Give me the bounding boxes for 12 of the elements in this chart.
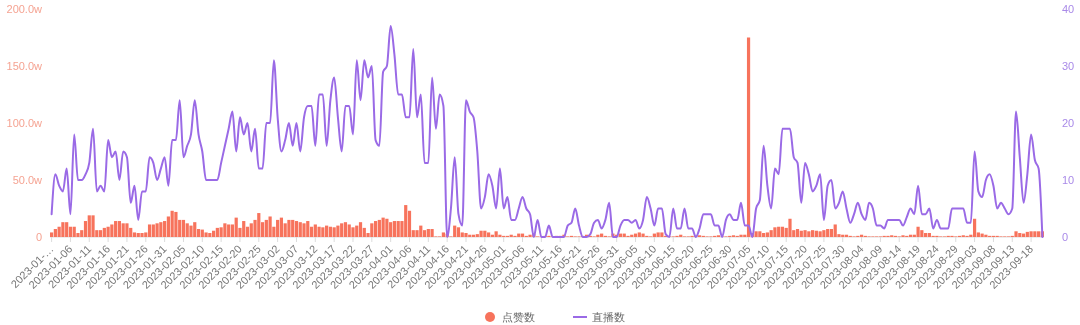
y-tick-label: 0 [35, 230, 42, 243]
y2-tick-label: 30 [1062, 59, 1075, 72]
legend-label: 点赞数 [502, 310, 535, 323]
y2-tick-label: 0 [1062, 230, 1069, 243]
y-tick-label: 50.0w [12, 173, 43, 186]
y2-tick-label: 40 [1062, 2, 1075, 15]
y2-tick-label: 20 [1062, 116, 1075, 129]
y-tick-label: 150.0w [6, 59, 43, 72]
y2-tick-label: 10 [1062, 173, 1075, 186]
y-tick-label: 100.0w [6, 116, 43, 129]
y-tick-label: 200.0w [6, 2, 43, 15]
legend-label: 直播数 [592, 310, 625, 323]
